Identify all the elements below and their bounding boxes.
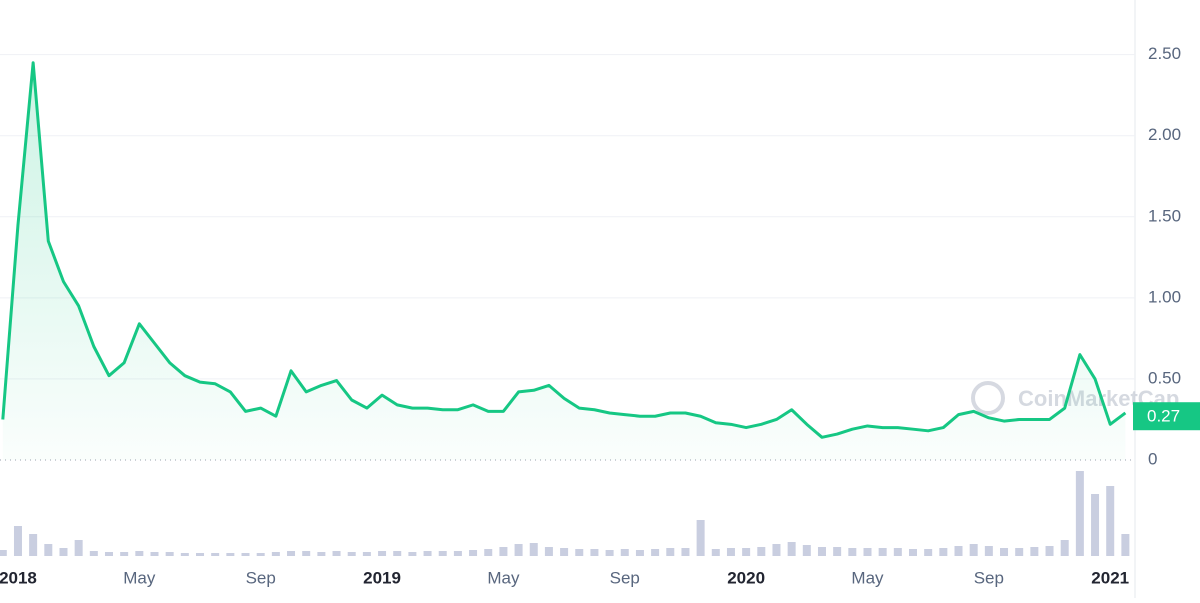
volume-bar: [317, 552, 326, 556]
volume-bar: [378, 551, 387, 556]
price-line: [1, 61, 1127, 439]
volume-bar: [0, 550, 7, 556]
volume-bar: [1091, 494, 1100, 556]
volume-bar: [180, 553, 189, 556]
x-tick-label: May: [123, 568, 156, 587]
volume-bar: [104, 552, 113, 556]
volume-bar: [256, 553, 265, 556]
volume-bar: [196, 553, 205, 556]
price-tag: [1133, 402, 1200, 431]
watermark-logo: [971, 381, 1005, 415]
volume-bar: [878, 548, 887, 556]
volume-bar: [939, 548, 948, 556]
volume-bar: [332, 551, 341, 556]
volume-bar: [484, 549, 493, 556]
volume-bar: [211, 553, 220, 556]
volume-bar: [651, 549, 660, 556]
volume-bar: [605, 550, 614, 556]
volume-bar: [59, 548, 68, 556]
volume-bar: [453, 551, 462, 556]
volume-bar: [1060, 540, 1069, 556]
volume-bar: [529, 543, 538, 556]
volume-bar: [241, 553, 250, 556]
volume-bar: [848, 548, 857, 556]
volume-bar: [893, 548, 902, 556]
volume-bar: [681, 548, 690, 556]
y-tick-label: 1.00: [1148, 287, 1181, 306]
volume-bar: [438, 551, 447, 556]
volume-bar: [1121, 534, 1130, 556]
volume-bar: [1045, 546, 1054, 556]
y-tick-label: 2.50: [1148, 44, 1181, 63]
volume-bar: [393, 551, 402, 556]
volume-bar: [135, 551, 144, 556]
y-tick-label: 2.00: [1148, 125, 1181, 144]
volume-bar: [544, 547, 553, 556]
volume-bar: [924, 549, 933, 556]
volume-bar: [271, 552, 280, 556]
volume-bar: [1015, 548, 1024, 556]
volume-bar: [635, 550, 644, 556]
x-tick-label: 2020: [727, 568, 765, 587]
volume-bar: [499, 547, 508, 556]
volume-bar: [469, 550, 478, 556]
volume-bar: [150, 552, 159, 556]
volume-bar: [954, 546, 963, 556]
volume-bar: [44, 544, 53, 556]
x-tick-label: May: [487, 568, 520, 587]
x-tick-label: Sep: [246, 568, 276, 587]
volume-bar: [909, 549, 917, 556]
volume-bar: [74, 540, 83, 556]
volume-bar: [165, 552, 174, 556]
volume-bar: [802, 545, 811, 556]
x-tick-label: 2021: [1091, 568, 1129, 587]
volume-bar: [772, 544, 781, 556]
volume-bar: [757, 547, 766, 556]
volume-bar: [29, 534, 38, 556]
volume-bar: [13, 526, 22, 556]
volume-bar: [726, 548, 735, 556]
volume-bar: [226, 553, 235, 556]
volume-bar: [590, 549, 599, 556]
volume-bar: [620, 549, 629, 556]
price-tag-label: 0.27: [1147, 407, 1180, 426]
volume-bar: [287, 551, 296, 556]
area: [2, 62, 1126, 460]
volume-bar: [1075, 471, 1084, 556]
y-tick-label: 1.50: [1148, 206, 1181, 225]
volume-bar: [1030, 547, 1039, 556]
y-tick-label: 0.50: [1148, 368, 1181, 387]
volume-bar: [833, 547, 842, 556]
volume-bar: [984, 546, 993, 556]
x-tick-label: Sep: [974, 568, 1004, 587]
volume-bar: [575, 549, 584, 556]
volume-bar: [1000, 548, 1009, 556]
volume-bar: [362, 552, 371, 556]
volume-bar: [742, 548, 751, 556]
volume-bar: [89, 551, 98, 556]
x-tick-label: Sep: [610, 568, 640, 587]
volume-bar: [120, 552, 129, 556]
volume-bar: [817, 547, 826, 556]
volume-bar: [347, 552, 356, 556]
volume-bar: [423, 551, 432, 556]
volume-bar: [787, 542, 796, 556]
volume-bar: [302, 551, 311, 556]
x-tick-label: 2019: [363, 568, 401, 587]
y-tick-label: 0: [1148, 449, 1157, 468]
x-tick-label: May: [851, 568, 884, 587]
x-tick-label: 2018: [0, 568, 37, 587]
volume-bar: [560, 548, 569, 556]
volume-bar: [514, 544, 523, 556]
volume-bar: [969, 544, 978, 556]
volume-bar: [666, 548, 675, 556]
volume-bar: [408, 552, 417, 556]
volume-bar: [711, 549, 720, 556]
volume-bar: [1106, 486, 1115, 556]
volume-bar: [696, 520, 705, 556]
volume-bar: [863, 548, 872, 556]
